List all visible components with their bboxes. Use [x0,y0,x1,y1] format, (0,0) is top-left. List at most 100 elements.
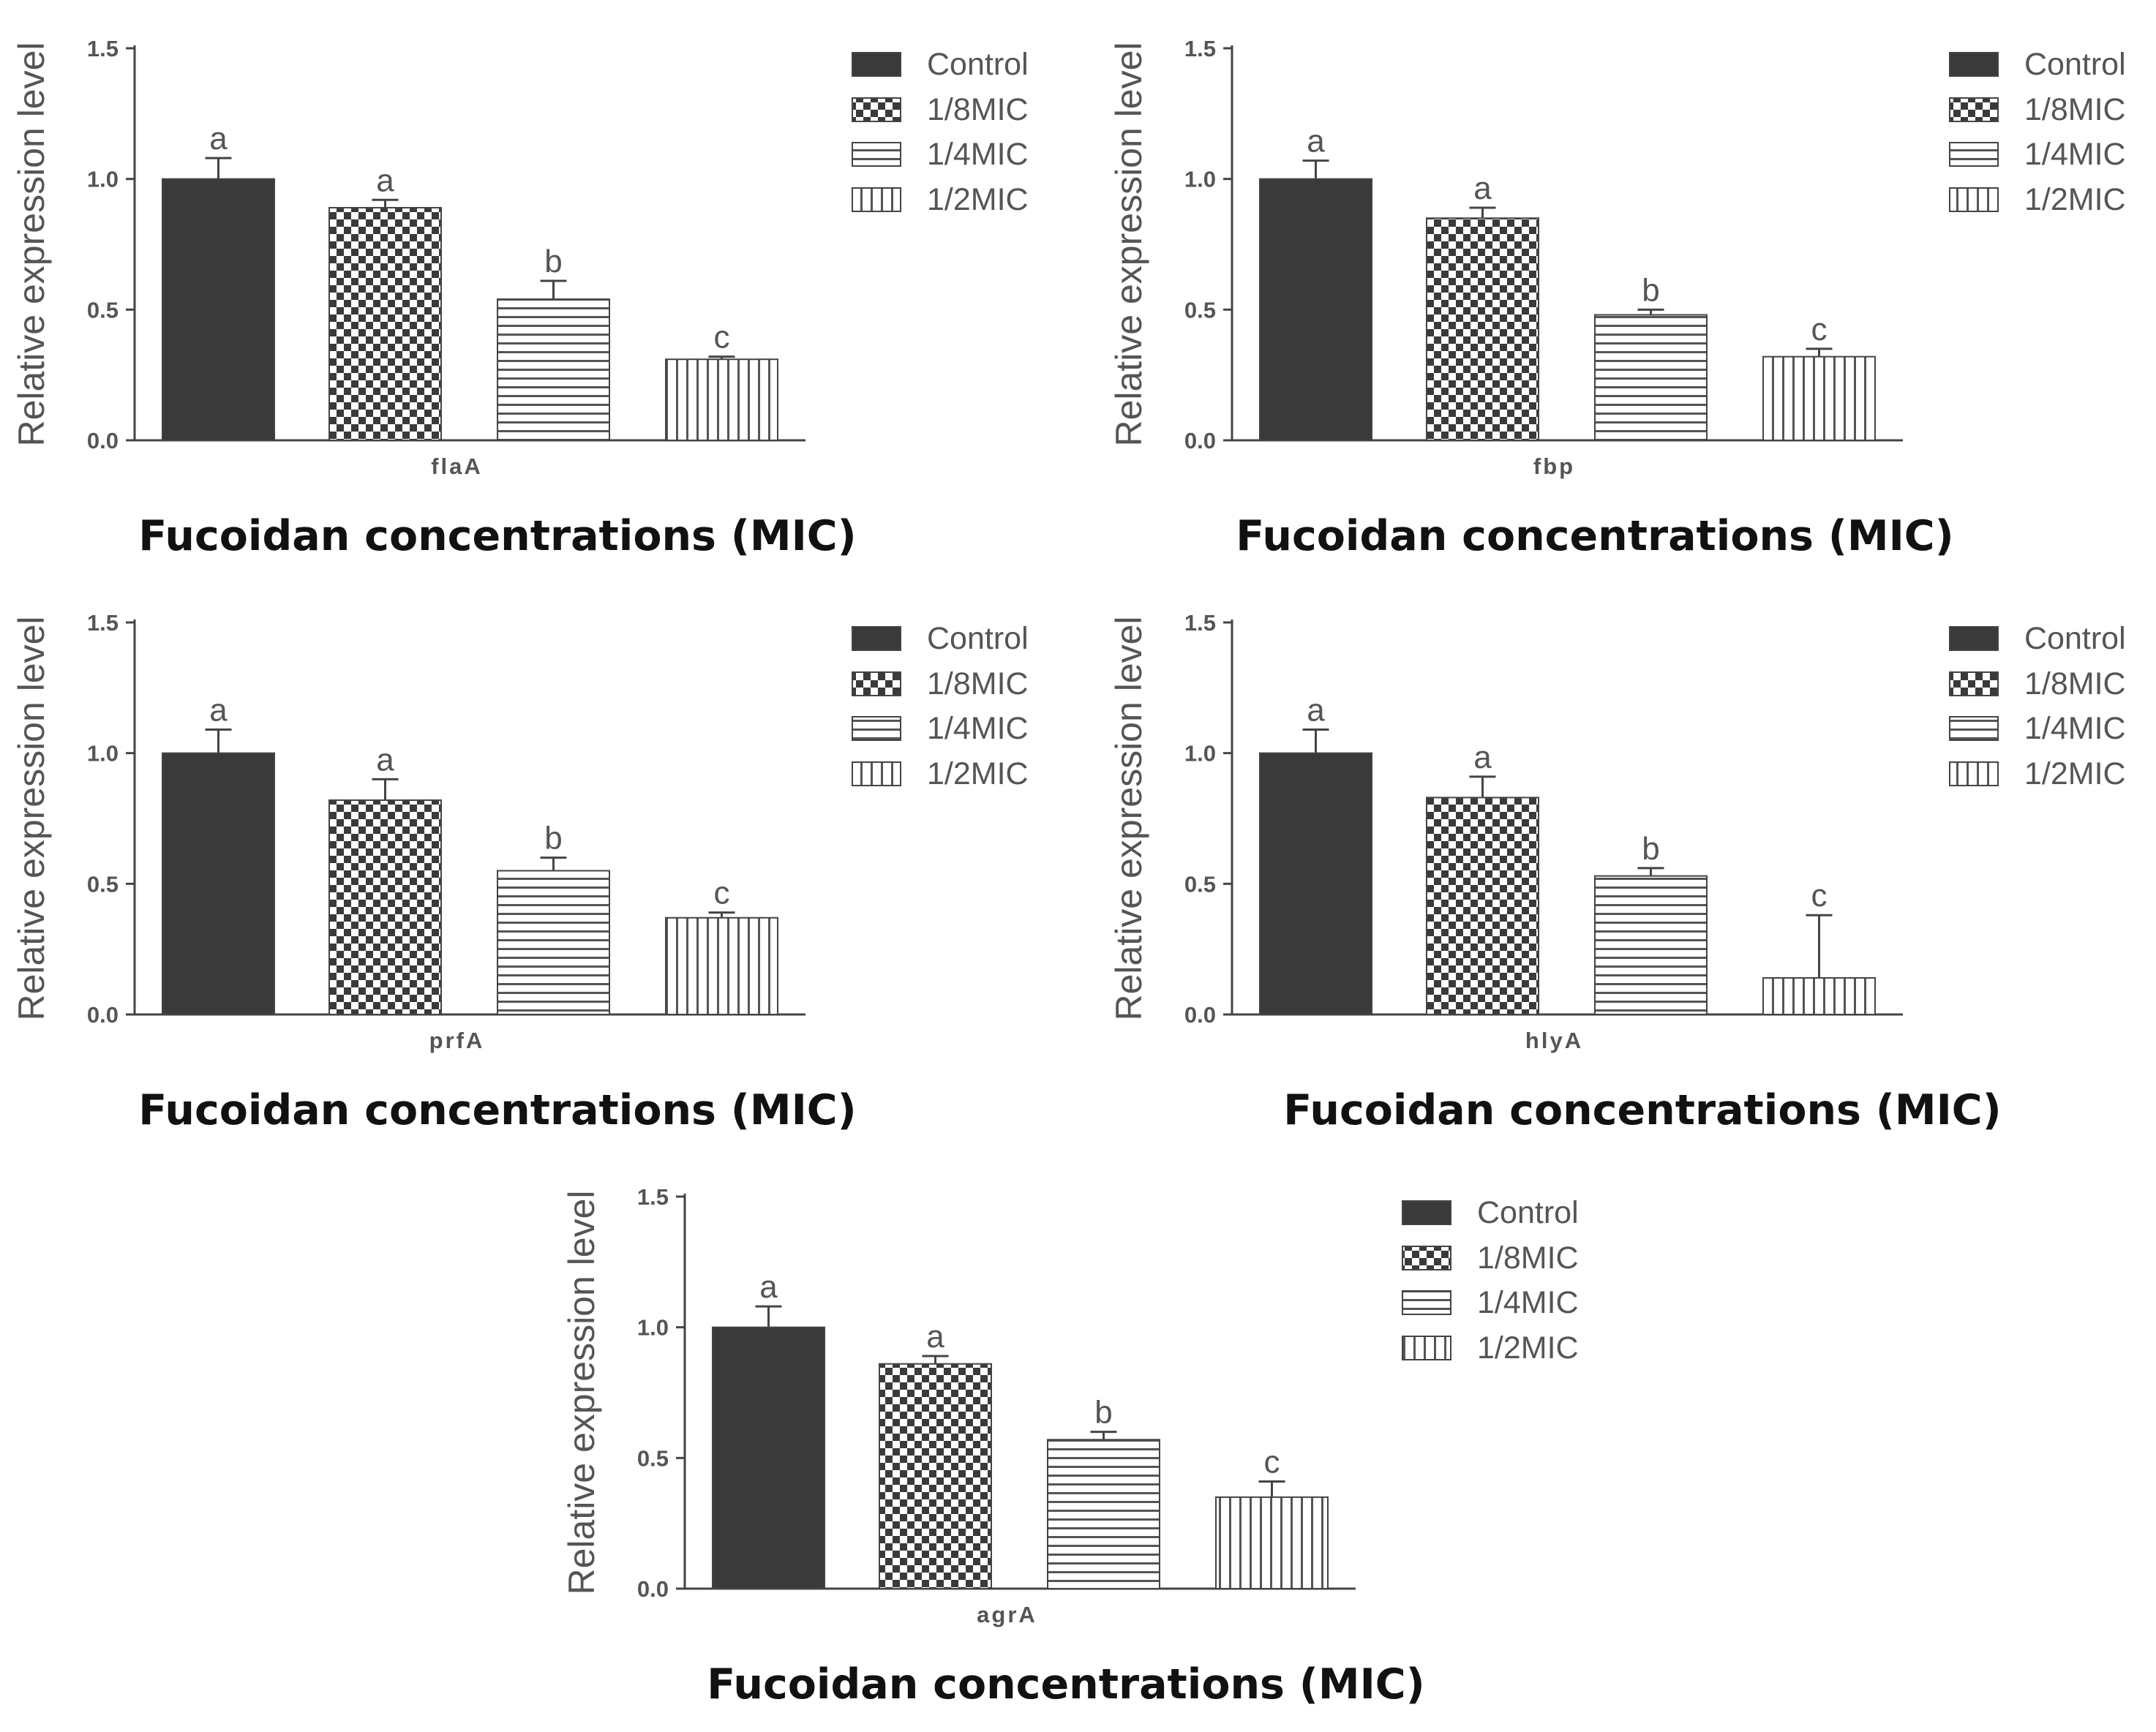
significance-label: c [714,876,730,911]
legend-swatch [1402,1336,1451,1360]
xlabel-flaA: Fucoidan concentrations (MIC) [138,512,857,560]
bar-flaA-3 [497,298,610,442]
bar-agrA-2 [879,1363,992,1590]
y-tick-label: 0.5 [1184,297,1216,323]
bar-prfA-3 [497,870,610,1016]
y-tick-label: 0.0 [87,428,119,453]
legend-label: 1/8MIC [927,92,1029,127]
bar-prfA-1 [162,752,275,1015]
legend-label: 1/2MIC [927,182,1029,217]
legend-swatch [852,761,901,786]
bar-fbp-2 [1426,217,1539,441]
bar-fbp-3 [1594,314,1708,442]
gene-label: agrA [977,1602,1037,1627]
legend-swatch [1949,626,1999,651]
legend-label: 1/2MIC [2024,182,2126,217]
bar-hlyA-4 [1762,976,1876,1016]
legend-swatch [1949,716,1999,741]
legend-label: 1/4MIC [927,711,1029,746]
y-tick-label: 1.0 [87,167,119,192]
legend-swatch [1402,1246,1451,1270]
legend-swatch [852,671,901,696]
y-axis-label: Relative expression level [11,616,52,1020]
y-tick-label: 0.5 [1184,871,1216,897]
chart-panel-hlyA: 0.0 0.5 1.0 1.5 Relative expression level a a b… [1108,610,2126,1053]
significance-label: a [1307,124,1325,159]
xlabel-fbp: Fucoidan concentrations (MIC) [1236,512,1954,560]
chart-panel-prfA: 0.0 0.5 1.0 1.5 Relative expression level a a b… [11,610,1029,1053]
significance-label: b [1642,272,1659,308]
legend-swatch [852,716,901,741]
bar-hlyA-2 [1426,797,1539,1015]
significance-label: b [544,244,562,279]
significance-label: c [1811,312,1828,347]
chart-panel-flaA: 0.0 0.5 1.0 1.5 Relative expression level a a b… [11,36,1029,479]
legend-swatch [1949,97,1999,122]
bar-flaA-4 [665,358,778,441]
gene-label: flaA [431,453,483,479]
legend-swatch [1949,52,1999,77]
significance-label: a [1473,170,1492,206]
bar-fbp-1 [1259,178,1372,442]
y-tick-label: 1.5 [637,1184,669,1210]
y-tick-label: 0.5 [87,297,119,323]
gene-label: prfA [429,1028,485,1053]
y-tick-label: 1.5 [1184,36,1216,61]
legend-swatch [852,142,901,167]
bar-fbp-4 [1762,355,1876,441]
y-tick-label: 1.5 [87,610,119,636]
bar-prfA-2 [328,799,442,1016]
legend-label: 1/2MIC [1477,1330,1579,1366]
legend-swatch [1949,761,1999,786]
legend-swatch [852,626,901,651]
significance-label: a [209,121,228,157]
significance-label: a [759,1269,778,1305]
bar-agrA-1 [712,1326,825,1589]
y-tick-label: 0.0 [637,1576,669,1602]
legend-swatch [852,187,901,212]
legend-label: Control [927,47,1029,82]
legend-swatch [1402,1200,1451,1225]
legend-label: Control [2024,47,2126,82]
significance-label: a [1473,739,1492,775]
legend-swatch [1949,671,1999,696]
significance-label: b [1094,1395,1112,1431]
bar-agrA-4 [1215,1496,1329,1590]
xlabel-prfA: Fucoidan concentrations (MIC) [138,1086,857,1134]
y-axis-label: Relative expression level [561,1190,602,1594]
legend-swatch [1949,187,1999,212]
chart-panel-agrA: 0.0 0.5 1.0 1.5 Relative expression level a a b… [561,1184,1579,1627]
significance-label: c [1811,878,1828,914]
significance-label: b [1642,831,1659,867]
legend-label: 1/8MIC [2024,666,2126,701]
bar-flaA-1 [162,178,275,442]
bar-prfA-4 [665,916,778,1015]
legend-swatch [1949,142,1999,167]
y-axis-label: Relative expression level [11,42,52,446]
legend-swatch [852,97,901,122]
legend-label: 1/8MIC [2024,92,2126,127]
bar-agrA-3 [1047,1439,1160,1589]
legend-label: 1/4MIC [2024,137,2126,172]
legend-label: Control [2024,621,2126,656]
legend-label: 1/8MIC [927,666,1029,701]
significance-label: a [376,162,394,198]
y-tick-label: 1.0 [1184,167,1216,192]
y-tick-label: 1.5 [1184,610,1216,636]
y-tick-label: 1.0 [87,741,119,767]
y-tick-label: 0.5 [637,1445,669,1471]
legend-label: 1/4MIC [1477,1285,1579,1320]
legend-label: 1/2MIC [927,756,1029,791]
significance-label: c [1264,1444,1280,1480]
gene-label: fbp [1533,453,1575,479]
legend-swatch [1402,1290,1451,1315]
significance-label: a [926,1319,944,1355]
y-axis-label: Relative expression level [1108,42,1149,446]
significance-label: a [376,742,394,777]
y-tick-label: 0.0 [1184,1002,1216,1028]
xlabel-hlyA: Fucoidan concentrations (MIC) [1283,1086,2002,1134]
bar-hlyA-1 [1259,752,1372,1015]
y-tick-label: 0.0 [1184,428,1216,453]
